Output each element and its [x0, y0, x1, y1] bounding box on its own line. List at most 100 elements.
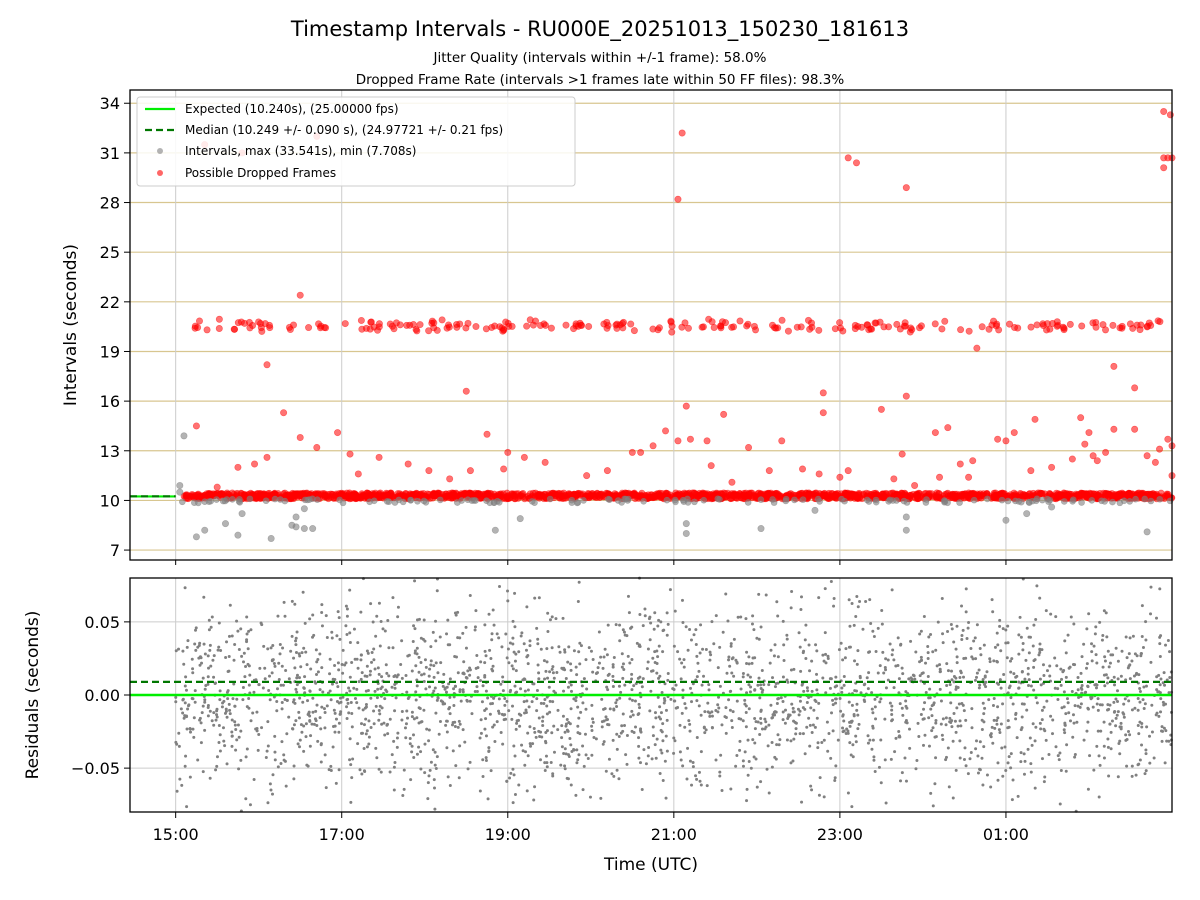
residual-point [1000, 746, 1004, 750]
residual-point [361, 708, 365, 712]
interval-point [1101, 498, 1108, 505]
residual-point [273, 664, 277, 668]
residual-point [226, 697, 230, 701]
residual-point [468, 760, 472, 764]
residual-point [930, 704, 934, 708]
residual-point [745, 650, 749, 654]
residual-point [597, 661, 601, 665]
residual-point [218, 689, 222, 693]
dropped-frame-point [346, 450, 354, 458]
residual-point [724, 592, 728, 596]
residual-point [1047, 753, 1051, 757]
residual-point [879, 738, 883, 742]
residual-point [938, 670, 942, 674]
residual-point [815, 649, 819, 653]
residual-point [839, 641, 843, 645]
residual-point [1040, 757, 1044, 761]
residual-point [541, 723, 545, 727]
residual-point [941, 632, 945, 636]
residual-point [452, 687, 456, 691]
residual-point [211, 658, 215, 662]
residual-point [368, 669, 372, 673]
residual-point [483, 623, 487, 627]
residual-point [1159, 677, 1163, 681]
residual-point [871, 629, 875, 633]
residual-point [821, 653, 825, 657]
residual-point [717, 695, 721, 699]
chart-subtitle-jitter: Jitter Quality (intervals within +/-1 fr… [433, 50, 767, 66]
residual-point [808, 669, 812, 673]
residual-point [545, 647, 549, 651]
residual-point [1106, 703, 1110, 707]
residual-point [983, 675, 987, 679]
residual-point [359, 722, 363, 726]
residual-point [380, 706, 384, 710]
residual-point [781, 675, 785, 679]
residual-point [1116, 710, 1120, 714]
residual-point [848, 724, 852, 728]
residual-point [748, 675, 752, 679]
interval-point [956, 499, 963, 506]
residual-point [228, 603, 232, 607]
residual-point [268, 698, 272, 702]
residual-point [781, 700, 785, 704]
residual-point [1086, 684, 1090, 688]
residual-point [177, 731, 181, 735]
residual-point [767, 791, 771, 795]
residual-point [550, 615, 554, 619]
interval-point [262, 497, 270, 505]
dropped-frame-point [863, 321, 871, 329]
residual-point [1132, 674, 1136, 678]
dropped-frame-point [630, 327, 638, 335]
dropped-frame-point [678, 490, 686, 498]
residual-point [622, 668, 626, 672]
residual-point [839, 709, 843, 713]
residual-point [351, 757, 355, 761]
residual-point [1040, 708, 1044, 712]
residual-point [279, 683, 283, 687]
residual-point [840, 690, 844, 694]
residual-point [473, 628, 477, 632]
residual-point [866, 734, 870, 738]
residual-point [537, 677, 541, 681]
residual-point [929, 707, 933, 711]
residual-point [672, 736, 676, 740]
residual-point [405, 690, 409, 694]
residual-point [663, 682, 667, 686]
residual-point [951, 739, 955, 743]
residual-point [412, 717, 416, 721]
residual-point [893, 750, 897, 754]
residual-point [890, 718, 894, 722]
residual-point [308, 718, 312, 722]
residual-point [332, 708, 336, 712]
residual-point [222, 739, 226, 743]
residual-point [878, 664, 882, 668]
residual-point [978, 646, 982, 650]
residual-point [424, 665, 428, 669]
residual-point [743, 750, 747, 754]
residual-point [923, 701, 927, 705]
dropped-frame-point [500, 326, 508, 334]
residual-point [537, 671, 541, 675]
residual-point [1062, 728, 1066, 732]
residual-point [814, 643, 818, 647]
interval-point [922, 499, 930, 506]
residual-point [439, 699, 443, 703]
residual-point [1133, 652, 1137, 656]
residual-point [988, 733, 992, 737]
residual-point [357, 706, 361, 710]
residual-point [674, 683, 678, 687]
residual-point [794, 732, 798, 736]
residual-point [535, 709, 539, 713]
residual-point [1144, 620, 1148, 624]
dropped-frame-point [1109, 321, 1117, 329]
residual-point [417, 745, 421, 749]
residual-point [1168, 650, 1172, 654]
residual-point [632, 684, 636, 688]
residual-point [487, 612, 491, 616]
residual-point [662, 701, 666, 705]
residual-point [374, 746, 378, 750]
residual-point [529, 744, 533, 748]
residual-point [981, 678, 985, 682]
residual-point [339, 710, 343, 714]
